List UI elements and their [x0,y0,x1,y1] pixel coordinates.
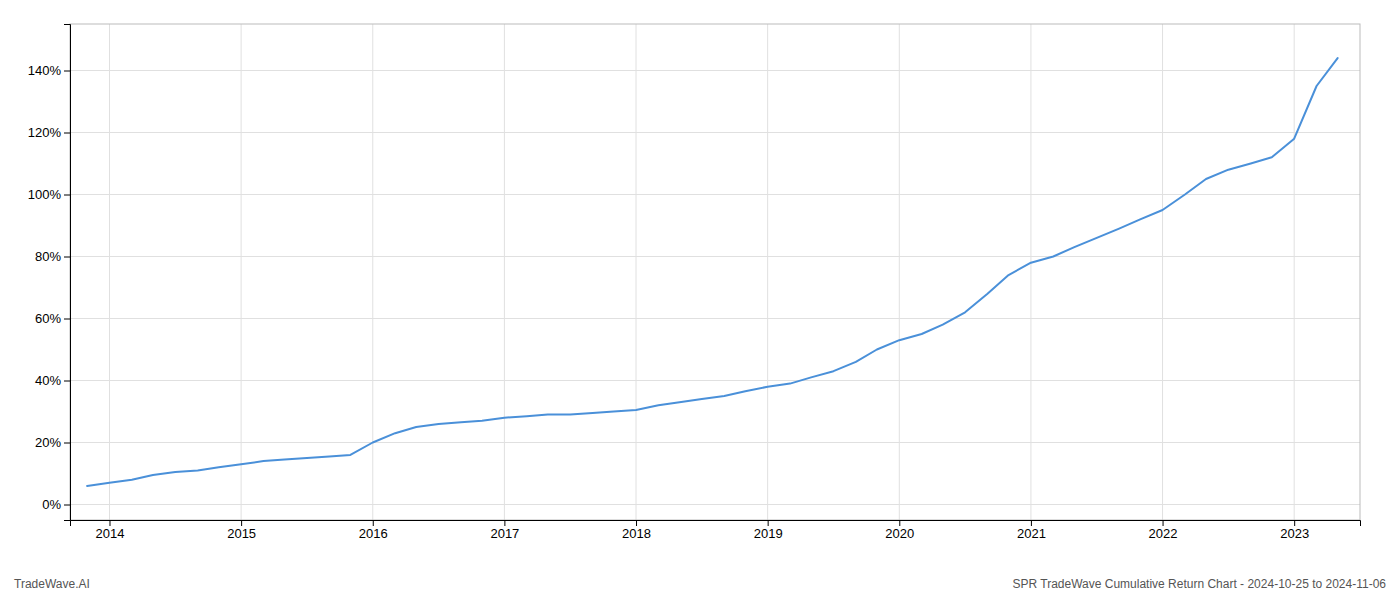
y-tick: 100% [28,187,70,202]
x-tick: 2022 [1149,520,1178,541]
marks [87,58,1338,486]
y-tick-label: 80% [35,249,61,264]
x-tick: 2019 [754,520,783,541]
y-tick-label: 120% [28,125,62,140]
x-tick-mark [1031,520,1032,526]
x-tick: 2021 [1017,520,1046,541]
y-tick: 80% [35,249,70,264]
line [87,58,1338,486]
x-tick: 2018 [622,520,651,541]
x-tick-label: 2016 [359,526,388,541]
x-tick: 2016 [359,520,388,541]
chart: 2014 2015 2016 2017 2018 2019 2020 2021 2022 2023… [0,0,1400,600]
y-tick: 0% [42,497,70,512]
x-tick-mark [109,520,110,526]
y-tick: 120% [28,125,70,140]
x-axis: 2014 2015 2016 2017 2018 2019 2020 2021 2022 2023 [71,520,1361,541]
y-tick-mark [64,443,70,444]
grid-line-x [1294,24,1295,520]
y-tick-mark [64,195,70,196]
grid-line-x [1162,24,1163,520]
x-tick-mark [636,520,637,526]
grid-line-y [70,318,1360,319]
grid-line-x [636,24,637,520]
x-tick-label: 2015 [227,526,256,541]
grid-line-y [70,194,1360,195]
grid-line-x [899,24,900,520]
x-tick-label: 2018 [622,526,651,541]
y-tick-mark [64,381,70,382]
watermark: TradeWave.AI [14,577,90,591]
plot-area: 2014 2015 2016 2017 2018 2019 2020 2021 2022 2023… [28,24,1361,541]
x-tick: 2023 [1280,520,1309,541]
grid-line-x [109,24,110,520]
x-tick-mark [504,520,505,526]
y-tick-label: 140% [28,63,62,78]
x-tick: 2014 [96,520,125,541]
x-axis-line [71,521,1361,527]
y-tick-label: 20% [35,435,61,450]
x-tick-label: 2019 [754,526,783,541]
y-tick-label: 60% [35,311,61,326]
x-tick-label: 2021 [1017,526,1046,541]
grid-line-x [767,24,768,520]
y-tick-label: 40% [35,373,61,388]
grid-line-y [70,256,1360,257]
grid-line-y [70,132,1360,133]
y-tick-mark [64,319,70,320]
x-tick-label: 2022 [1149,526,1178,541]
y-tick-mark [64,257,70,258]
grid [70,24,1360,520]
grid-line-y [70,70,1360,71]
title: SPR TradeWave Cumulative Return Chart - … [1012,577,1386,591]
x-tick-mark [241,520,242,526]
y-axis-line [64,25,71,521]
y-tick-mark [64,71,70,72]
grid-line-y [70,380,1360,381]
y-tick-label: 100% [28,187,62,202]
x-tick: 2020 [885,520,914,541]
x-tick-mark [1294,520,1295,526]
grid-line-x [504,24,505,520]
grid-line-x [372,24,373,520]
y-tick-mark [64,505,70,506]
x-tick-mark [768,520,769,526]
grid-line-y [70,442,1360,443]
x-tick: 2015 [227,520,256,541]
y-tick: 140% [28,63,70,78]
x-tick-mark [373,520,374,526]
plot-frame [70,24,1360,520]
y-tick: 60% [35,311,70,326]
x-tick: 2017 [490,520,519,541]
grid-line-x [241,24,242,520]
x-tick-label: 2014 [96,526,125,541]
x-tick-mark [1163,520,1164,526]
grid-line-x [1030,24,1031,520]
y-tick: 40% [35,373,70,388]
x-tick-label: 2023 [1280,526,1309,541]
x-tick-label: 2017 [490,526,519,541]
y-tick-label: 0% [42,497,61,512]
y-tick-mark [64,133,70,134]
y-tick: 20% [35,435,70,450]
x-tick-label: 2020 [885,526,914,541]
y-axis: 0% 20% 40% 60% 80% 100% 120% 140% [28,25,71,521]
x-tick-mark [899,520,900,526]
grid-line-y [70,504,1360,505]
